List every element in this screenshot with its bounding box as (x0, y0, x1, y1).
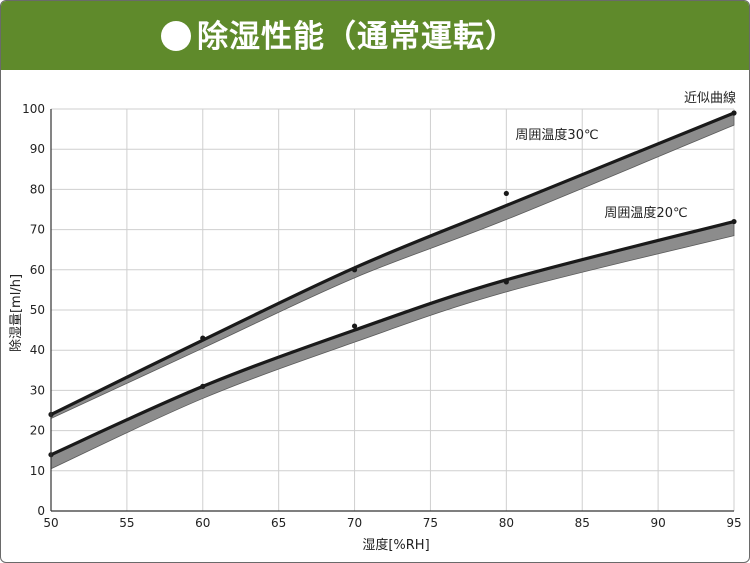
data-point (503, 190, 509, 197)
axes (50, 109, 734, 512)
y-tick-label: 50 (30, 303, 45, 317)
y-tick-label: 40 (30, 343, 45, 357)
grid (50, 108, 735, 512)
chart-title: 除湿性能（通常運転） (161, 11, 517, 56)
tick-labels: 50 55 60 65 70 75 80 85 90 95 0 10 20 30 40 50 60 70 80 90 1… (22, 102, 742, 530)
x-axis-label: 湿度[%RH] (362, 537, 429, 553)
y-tick-label: 30 (30, 383, 45, 397)
range-bands (50, 112, 735, 470)
y-tick-label: 10 (30, 464, 45, 478)
x-tick-label: 65 (271, 516, 286, 530)
header-bar: 除湿性能（通常運転） (1, 1, 749, 70)
x-tick-label: 75 (423, 516, 438, 530)
y-tick-label: 60 (30, 263, 45, 277)
data-point (351, 267, 358, 273)
x-tick-label: 90 (650, 516, 665, 530)
x-tick-label: 95 (726, 516, 741, 530)
range-band-0 (50, 112, 735, 420)
x-tick-label: 85 (575, 516, 590, 530)
x-tick-label: 70 (347, 516, 362, 530)
approx-curve-1 (49, 219, 736, 457)
y-tick-label: 80 (30, 182, 45, 196)
data-point (731, 110, 737, 116)
data-point (351, 323, 358, 329)
data-point (503, 279, 509, 285)
data-point (200, 335, 206, 341)
chart-title-text: 除湿性能（通常運転） (197, 19, 517, 55)
x-tick-label: 80 (499, 516, 514, 530)
y-tick-label: 70 (30, 223, 45, 237)
series-label-30c: 周囲温度30℃ (515, 127, 598, 143)
y-tick-label: 100 (22, 102, 45, 116)
y-tick-label: 90 (30, 142, 45, 156)
x-tick-label: 60 (195, 516, 210, 530)
x-tick-label: 55 (119, 516, 134, 530)
bullet-circle-icon (161, 21, 191, 51)
data-point (200, 383, 206, 389)
series-label-20c: 周囲温度20℃ (604, 205, 687, 221)
y-tick-label: 0 (37, 504, 45, 518)
data-point (731, 218, 737, 225)
curve-label: 近似曲線 (684, 90, 736, 106)
x-tick-label: 50 (43, 516, 58, 530)
y-tick-label: 20 (30, 424, 45, 438)
y-axis-label: 除湿量[ml/h] (9, 274, 24, 352)
